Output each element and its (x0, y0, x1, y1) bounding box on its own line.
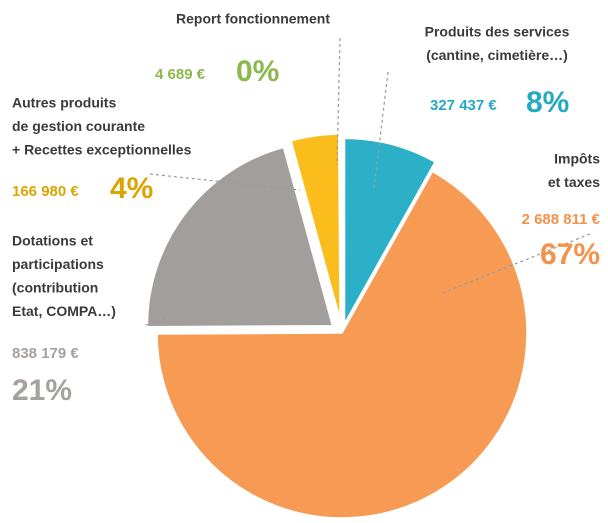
leader-line (145, 317, 169, 326)
pie-slice (156, 170, 528, 519)
leader-line (373, 71, 389, 189)
percent-label: 8% (526, 86, 569, 119)
category-label: + Recettes exceptionnelles (12, 142, 192, 158)
percent-label: 0% (236, 55, 279, 88)
category-label: (contribution (12, 280, 98, 296)
category-label: de gestion courante (12, 118, 145, 134)
leader-lines (145, 37, 591, 326)
percent-label: 21% (12, 374, 72, 407)
category-label: Autres produits (12, 95, 116, 111)
pie-slice (146, 146, 334, 328)
amount-label: 327 437 € (430, 97, 497, 114)
category-label: et taxes (548, 174, 600, 190)
pie (146, 133, 528, 519)
category-label: Dotations et (12, 233, 93, 249)
amount-label: 838 179 € (12, 345, 79, 362)
percent-label: 4% (110, 172, 153, 205)
category-label: Etat, COMPA…) (12, 303, 116, 319)
percent-label: 67% (540, 238, 600, 271)
leader-line (439, 233, 591, 295)
category-label: Report fonctionnement (176, 11, 330, 27)
leader-line (149, 173, 301, 191)
amount-label: 166 980 € (12, 183, 79, 200)
amount-label: 2 688 811 € (522, 211, 601, 228)
category-label: Produits des services (425, 24, 570, 40)
pie-slice (339, 135, 343, 322)
category-label: Impôts (554, 151, 600, 167)
category-label: participations (12, 256, 104, 272)
pie-slice (290, 133, 341, 320)
category-label: (cantine, cimetière…) (426, 47, 568, 63)
amount-label: 4 689 € (155, 66, 206, 83)
pie-slice (343, 137, 437, 327)
